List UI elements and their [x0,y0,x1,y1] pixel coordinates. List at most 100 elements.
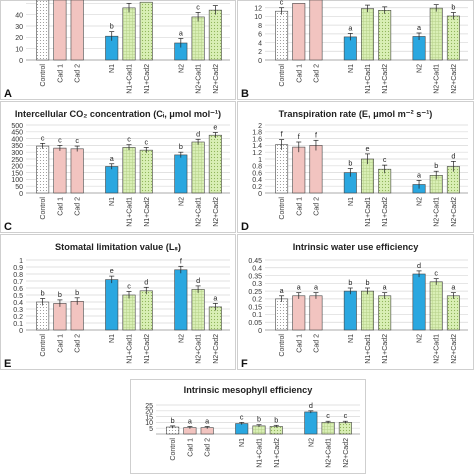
significance-letter: a [314,283,318,292]
chart-panel-3: Intercellular CO₂ concentration (Cᵢ, μmo… [0,101,236,233]
y-tick-label: 10 [254,14,262,21]
x-tick-label: Cad 2 [313,334,320,353]
x-tick-label: N2 [178,334,185,343]
y-tick-label: 0 [19,58,23,65]
x-tick-label: Control [279,64,286,87]
y-tick-label: 20 [145,409,153,416]
x-tick-label: Control [170,438,177,461]
y-tick-label: 50 [15,184,23,191]
bar-control [275,144,289,194]
y-tick-label: 0 [19,328,23,335]
y-tick-label: 25 [145,403,153,410]
x-tick-label: Cad 2 [205,438,212,457]
significance-letter: a [383,283,387,292]
y-tick-label: 0.6 [252,170,262,177]
x-tick-label: Cad 1 [296,64,303,83]
significance-letter: e [110,266,114,275]
y-tick-label: 2 [258,123,262,130]
bar-control [36,301,50,331]
bar-n1-cad1 [252,425,266,435]
bar-n1 [343,290,357,331]
y-tick-label: 300 [11,150,23,157]
bar-n1 [235,423,249,435]
y-tick-label: 500 [11,123,23,130]
y-tick-label: 12 [254,6,262,13]
significance-letter: d [196,129,200,138]
bar-n2-cad1 [429,7,443,61]
x-tick-label: Cad 1 [57,64,64,83]
x-tick-label: N1+Cad2 [144,197,151,227]
x-tick-label: N1+Cad1 [127,197,134,227]
y-tick-label: 0.3 [13,307,23,314]
y-tick-label: 100 [11,177,23,184]
x-tick-label: N1 [348,197,355,206]
x-tick-label: N2+Cad1 [196,334,203,364]
significance-letter: c [240,412,244,421]
x-tick-label: N2+Cad2 [451,334,458,364]
significance-letter: f [281,130,283,139]
y-tick-label: 1 [19,258,23,265]
significance-letter: d [309,401,313,410]
significance-letter: e [366,144,370,153]
bar-cad-1 [292,3,306,61]
bar-n1-cad2 [139,1,153,61]
x-tick-label: N2+Cad1 [196,197,203,227]
significance-letter: f [315,130,317,139]
bar-n2 [174,269,188,331]
y-tick-label: 5 [149,426,153,433]
y-tick-label: 4 [258,40,262,47]
y-tick-label: 0.2 [252,184,262,191]
bar-n2-cad2 [208,134,222,194]
significance-letter: a [188,416,192,425]
significance-letter: a [110,154,114,163]
significance-letter: b [179,142,183,151]
x-tick-label: N2 [178,197,185,206]
x-tick-label: N1+Cad2 [382,334,389,364]
chart-panel-5: Stomatal limitation value (Lₛ) 00.10.20.3… [0,234,236,370]
significance-letter: b [366,278,370,287]
y-tick-label: 0.4 [252,177,262,184]
significance-letter: c [75,136,79,145]
bar-n2-cad1 [191,289,205,331]
bar-cad-1 [53,303,67,331]
significance-letter: b [451,3,455,12]
x-tick-label: N1+Cad2 [144,64,151,94]
bar-n2-cad1 [321,422,335,435]
chart-panel-1: 0 10 20 30 40 Control Cad 1 Cad 2 b N1 N1+Cad1 N1+C… [0,0,236,100]
y-tick-label: 0.05 [248,320,262,327]
significance-letter: a [417,170,421,179]
y-tick-label: 0 [258,328,262,335]
y-tick-label: 40 [15,12,23,19]
y-tick-label: 1.6 [252,136,262,143]
significance-letter: c [280,0,284,7]
x-tick-label: N2+Cad2 [451,197,458,227]
bar-n1 [105,279,119,331]
bar-cad-2 [70,0,84,61]
chart-panel-4: Transpiration rate (E, μmol m⁻² s⁻¹) 00.2… [237,101,474,233]
y-tick-label: 30 [15,24,23,31]
bar-n2 [304,411,318,435]
bar-n2-cad1 [429,281,443,331]
significance-letter: a [179,28,183,37]
chart-title: Intrinsic mesophyll efficiency [184,385,314,395]
significance-letter: a [213,293,217,302]
y-tick-label: 0.8 [13,272,23,279]
bar-n1-cad1 [122,294,136,331]
significance-letter: b [58,290,62,299]
significance-letter: a [297,283,301,292]
y-tick-label: 0.2 [13,314,23,321]
significance-letter: c [344,411,348,420]
significance-letter: c [434,269,438,278]
y-tick-label: 8 [258,23,262,30]
x-tick-label: Control [40,197,47,220]
x-tick-label: N2+Cad1 [434,64,441,94]
significance-letter: d [451,151,455,160]
x-tick-label: Cad 2 [313,64,320,83]
significance-letter: c [58,135,62,144]
y-tick-label: 0.5 [13,293,23,300]
significance-letter: b [348,278,352,287]
x-tick-label: Control [279,197,286,220]
